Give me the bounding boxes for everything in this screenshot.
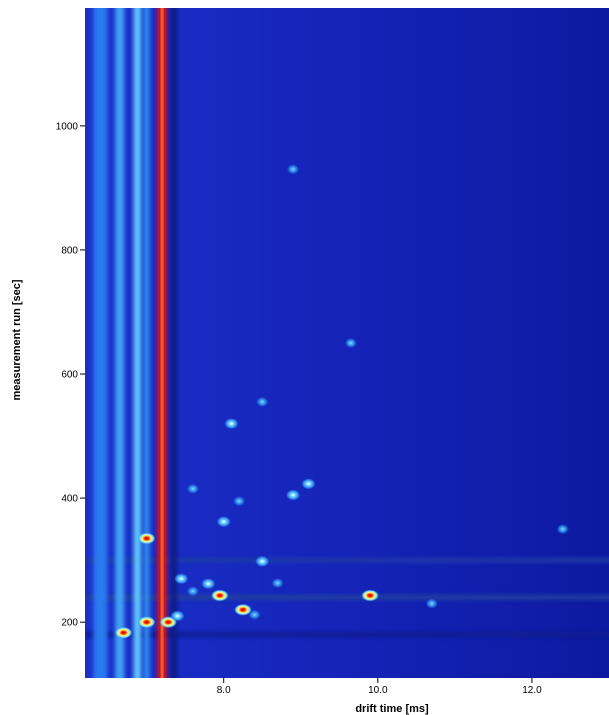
horizontal-band-2 — [85, 557, 609, 564]
peak-10 — [248, 609, 261, 620]
x-tick-label-1: 10.0 — [368, 685, 388, 696]
peak-19 — [287, 164, 300, 175]
peak-23 — [271, 578, 284, 589]
peak-14 — [286, 489, 301, 501]
peak-9 — [233, 603, 252, 616]
y-tick-label-3: 800 — [61, 245, 78, 256]
y-tick-label-2: 600 — [61, 370, 78, 381]
peak-6 — [186, 586, 199, 597]
peak-12 — [216, 516, 231, 528]
peak-16 — [361, 589, 380, 602]
y-axis-title: measurement run [sec] — [11, 279, 23, 400]
vertical-band-1 — [115, 8, 125, 678]
horizontal-band-1 — [85, 594, 609, 601]
peak-24 — [256, 396, 269, 407]
horizontal-band-0 — [85, 631, 609, 638]
y-tick-label-1: 400 — [61, 494, 78, 505]
axes: 8.0 10.0 12.0 200 400 600 800 1000 — [56, 121, 542, 696]
vertical-band-3 — [143, 8, 150, 678]
vertical-band-core — [160, 8, 164, 678]
peak-5 — [170, 610, 185, 622]
peak-8 — [210, 589, 229, 602]
peak-18 — [344, 338, 357, 348]
peak-20 — [556, 524, 569, 535]
peak-4 — [174, 573, 189, 585]
y-tick-label-4: 1000 — [56, 121, 79, 132]
plot-area — [85, 8, 609, 678]
x-tick-label-0: 8.0 — [217, 685, 231, 696]
vertical-band-0 — [93, 8, 108, 678]
vertical-band-5 — [170, 8, 177, 678]
peak-22 — [233, 496, 246, 507]
x-tick-label-2: 12.0 — [522, 685, 542, 696]
peak-21 — [186, 483, 199, 494]
y-tick-label-0: 200 — [61, 618, 78, 629]
vertical-band-2 — [133, 8, 142, 678]
peak-2 — [137, 532, 156, 545]
x-axis-title: drift time [ms] — [355, 703, 429, 715]
peak-11 — [255, 555, 270, 567]
peak-15 — [301, 478, 316, 490]
peak-13 — [224, 418, 239, 430]
peak-1 — [137, 616, 156, 629]
peak-17 — [425, 598, 438, 609]
peak-7 — [201, 578, 216, 590]
peak-0 — [114, 626, 133, 639]
